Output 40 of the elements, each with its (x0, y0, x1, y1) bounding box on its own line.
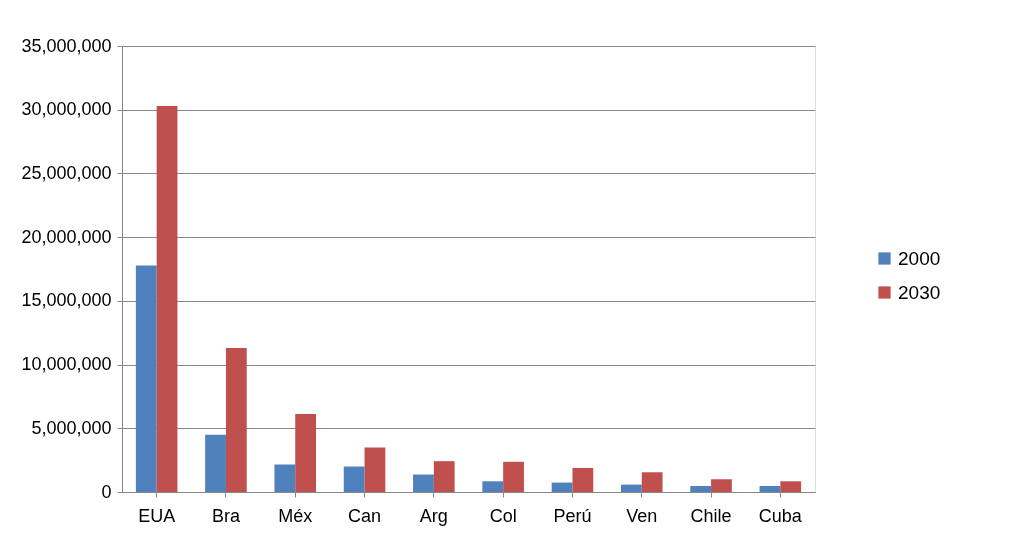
y-tick-label: 0 (101, 481, 112, 502)
legend-label: 2030 (898, 281, 941, 303)
bar (205, 434, 226, 492)
bar (572, 467, 594, 492)
x-tick-label: Méx (278, 505, 313, 526)
bar (413, 474, 434, 492)
x-tick-label: EUA (138, 505, 176, 526)
bar (641, 472, 663, 492)
x-tick-label: Perú (553, 505, 592, 526)
y-tick-label: 25,000,000 (21, 162, 112, 183)
y-tick-label: 10,000,000 (21, 354, 112, 375)
bar (225, 348, 247, 492)
bar (135, 265, 157, 492)
y-tick-label: 15,000,000 (21, 290, 112, 311)
y-tick-label: 30,000,000 (21, 99, 112, 120)
bar (274, 464, 296, 492)
x-tick-label: Ven (626, 505, 658, 526)
x-tick-label: Col (489, 505, 517, 526)
bar (295, 413, 317, 492)
bar (690, 486, 712, 492)
y-tick-label: 20,000,000 (21, 226, 112, 247)
x-tick-label: Bra (211, 505, 241, 526)
bar (433, 461, 455, 492)
y-tick-label: 5,000,000 (31, 417, 112, 438)
bar (503, 461, 524, 492)
bar (551, 482, 573, 492)
x-tick-label: Can (348, 505, 382, 526)
bar (711, 479, 732, 492)
y-tick-label: 35,000,000 (21, 35, 112, 56)
bar (620, 484, 642, 492)
bar (364, 447, 386, 492)
bar (482, 481, 504, 492)
x-tick-label: Cuba (758, 505, 803, 526)
bar (759, 486, 781, 492)
legend-label: 2000 (898, 247, 941, 269)
bar (343, 466, 365, 492)
bar (156, 105, 178, 492)
x-tick-label: Arg (419, 505, 448, 526)
bar (780, 481, 802, 492)
x-tick-label: Chile (690, 505, 732, 526)
